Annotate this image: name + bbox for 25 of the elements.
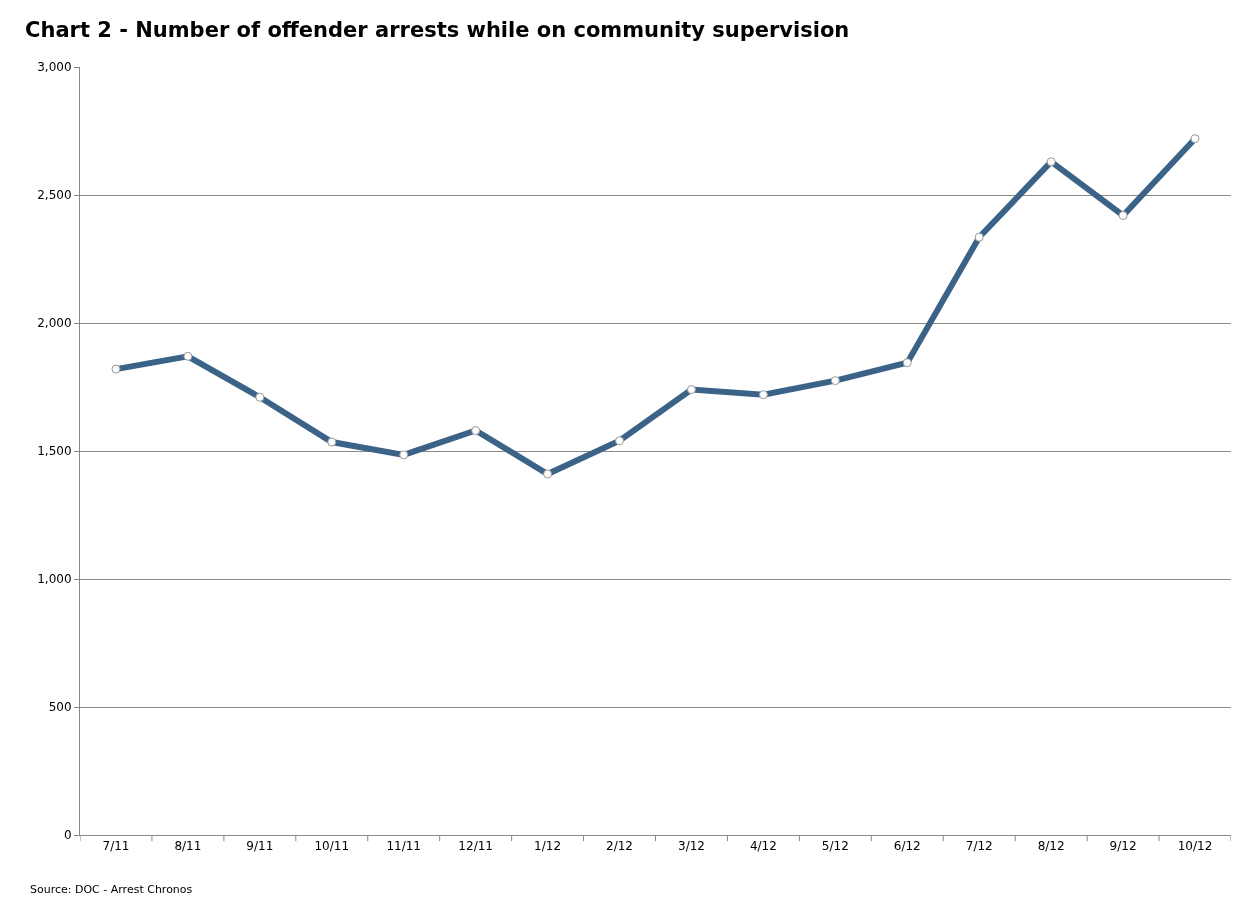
y-tick-label: 2,500 — [37, 188, 72, 203]
y-tick-label: 1,500 — [37, 444, 72, 459]
x-tick-label: 5/12 — [821, 839, 849, 854]
x-tick-label: 9/11 — [246, 839, 274, 854]
x-tick-label: 7/12 — [965, 839, 993, 854]
x-tick-label: 12/11 — [458, 839, 493, 854]
x-tick-label: 8/11 — [174, 839, 202, 854]
y-tick-label: 3,000 — [37, 60, 72, 75]
x-tick-label: 10/12 — [1177, 839, 1213, 854]
x-tick-label: 6/12 — [893, 839, 921, 854]
x-tick-label: 10/11 — [314, 839, 350, 854]
x-tick-label: 3/12 — [677, 839, 705, 854]
x-tick-label: 9/12 — [1109, 839, 1137, 854]
y-tick-label: 1,000 — [37, 572, 72, 587]
y-tick-label: 2,000 — [37, 316, 72, 331]
x-tick-label: 8/12 — [1037, 839, 1065, 854]
y-tick-label: 0 — [63, 828, 72, 843]
x-tick-label: 7/11 — [102, 839, 130, 854]
x-tick-label: 11/11 — [386, 839, 422, 854]
y-tick-label: 500 — [48, 700, 72, 715]
x-tick-label: 1/12 — [534, 839, 562, 854]
x-tick-label: 2/12 — [606, 839, 634, 854]
chart-title: Chart 2 - Number of offender arrests while on community supervision — [25, 18, 850, 43]
source-note: Source: DOC - Arrest Chronos — [30, 883, 193, 896]
x-tick-label: 4/12 — [749, 839, 777, 854]
